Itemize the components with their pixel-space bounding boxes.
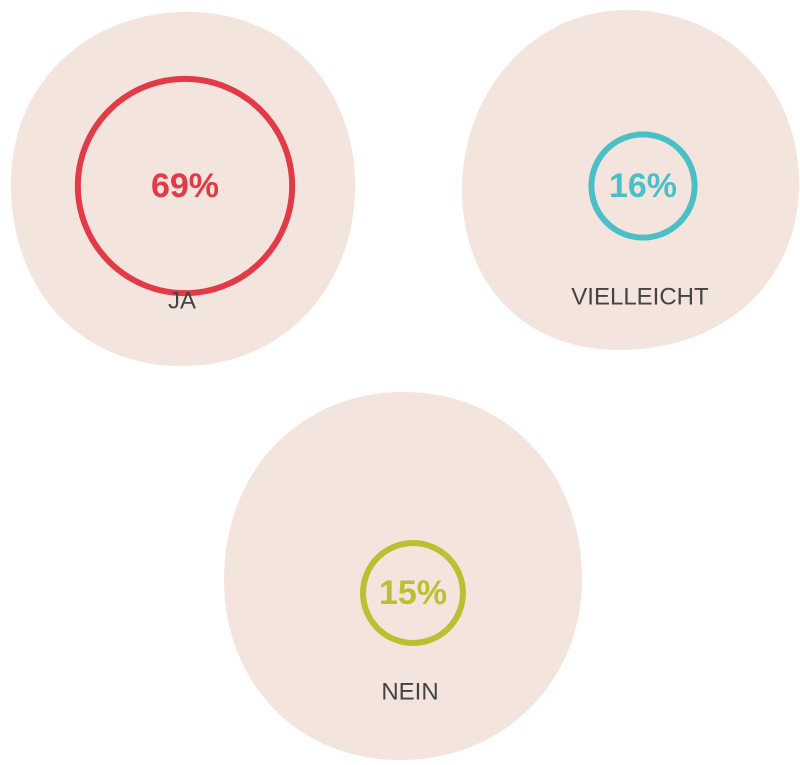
category-label: NEIN: [381, 678, 438, 705]
ring: [360, 540, 466, 646]
ring: [74, 75, 296, 297]
blob: [10, 11, 356, 367]
value-label: 15%: [379, 574, 447, 612]
category-label: VIELLEICHT: [571, 283, 709, 310]
blob: [224, 391, 583, 760]
value-label: 16%: [609, 167, 677, 205]
category-label: JA: [168, 287, 196, 314]
value-label: 69%: [151, 167, 219, 205]
ring: [588, 131, 698, 241]
blob: [462, 9, 800, 351]
backgrounds: [10, 9, 800, 760]
